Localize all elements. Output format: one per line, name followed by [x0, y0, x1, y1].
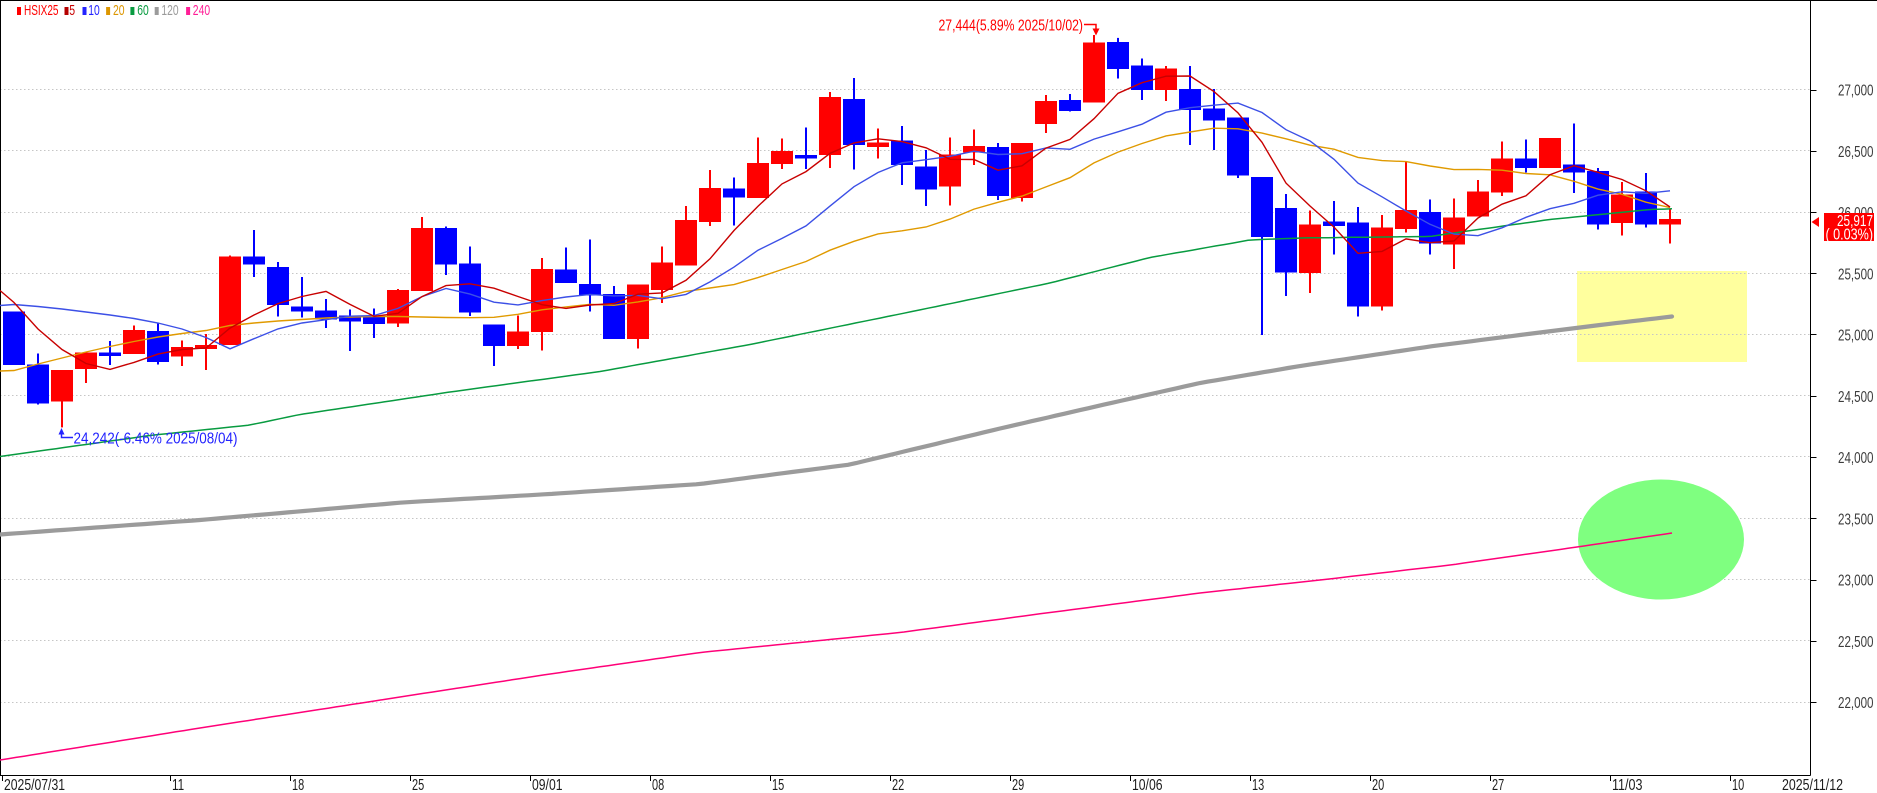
svg-text:25,917: 25,917: [1837, 213, 1873, 230]
svg-text:24,000: 24,000: [1838, 450, 1874, 467]
svg-text:25,000: 25,000: [1838, 328, 1874, 345]
svg-text:22,000: 22,000: [1838, 695, 1874, 712]
svg-text:120: 120: [161, 2, 178, 19]
svg-text:60: 60: [137, 2, 149, 19]
svg-text:27: 27: [1492, 777, 1504, 793]
svg-text:22,500: 22,500: [1838, 634, 1874, 651]
svg-text:29: 29: [1012, 777, 1024, 793]
svg-text:11: 11: [172, 777, 184, 793]
svg-text:HSIX25: HSIX25: [24, 2, 59, 19]
svg-text:2025/11/12: 2025/11/12: [1782, 777, 1843, 793]
svg-text:23,000: 23,000: [1838, 573, 1874, 590]
svg-text:13: 13: [1252, 777, 1264, 793]
svg-text:2025/07/31: 2025/07/31: [4, 777, 65, 793]
svg-text:23,500: 23,500: [1838, 511, 1874, 528]
svg-text:26,500: 26,500: [1838, 144, 1874, 161]
svg-text:10: 10: [1732, 777, 1744, 793]
svg-text:24,500: 24,500: [1838, 389, 1874, 406]
svg-text:18: 18: [292, 777, 304, 793]
svg-text:27,444(5.89% 2025/10/02): 27,444(5.89% 2025/10/02): [939, 18, 1084, 35]
svg-text:22: 22: [892, 777, 904, 793]
svg-text:11/03: 11/03: [1612, 777, 1643, 793]
svg-text:27,000: 27,000: [1838, 83, 1874, 100]
svg-text:08: 08: [652, 777, 664, 793]
svg-text:5: 5: [69, 2, 75, 19]
svg-text:25,500: 25,500: [1838, 266, 1874, 283]
svg-text:25: 25: [412, 777, 424, 793]
svg-text:20: 20: [1372, 777, 1384, 793]
svg-text:15: 15: [772, 777, 784, 793]
svg-text:20: 20: [113, 2, 125, 19]
svg-text:09/01: 09/01: [532, 777, 563, 793]
svg-text:( 0.03%): ( 0.03%): [1826, 227, 1874, 244]
svg-text:240: 240: [193, 2, 210, 19]
svg-text:10: 10: [88, 2, 100, 19]
svg-text:24,242(-6.46% 2025/08/04): 24,242(-6.46% 2025/08/04): [74, 431, 238, 448]
svg-text:10/06: 10/06: [1132, 777, 1163, 793]
